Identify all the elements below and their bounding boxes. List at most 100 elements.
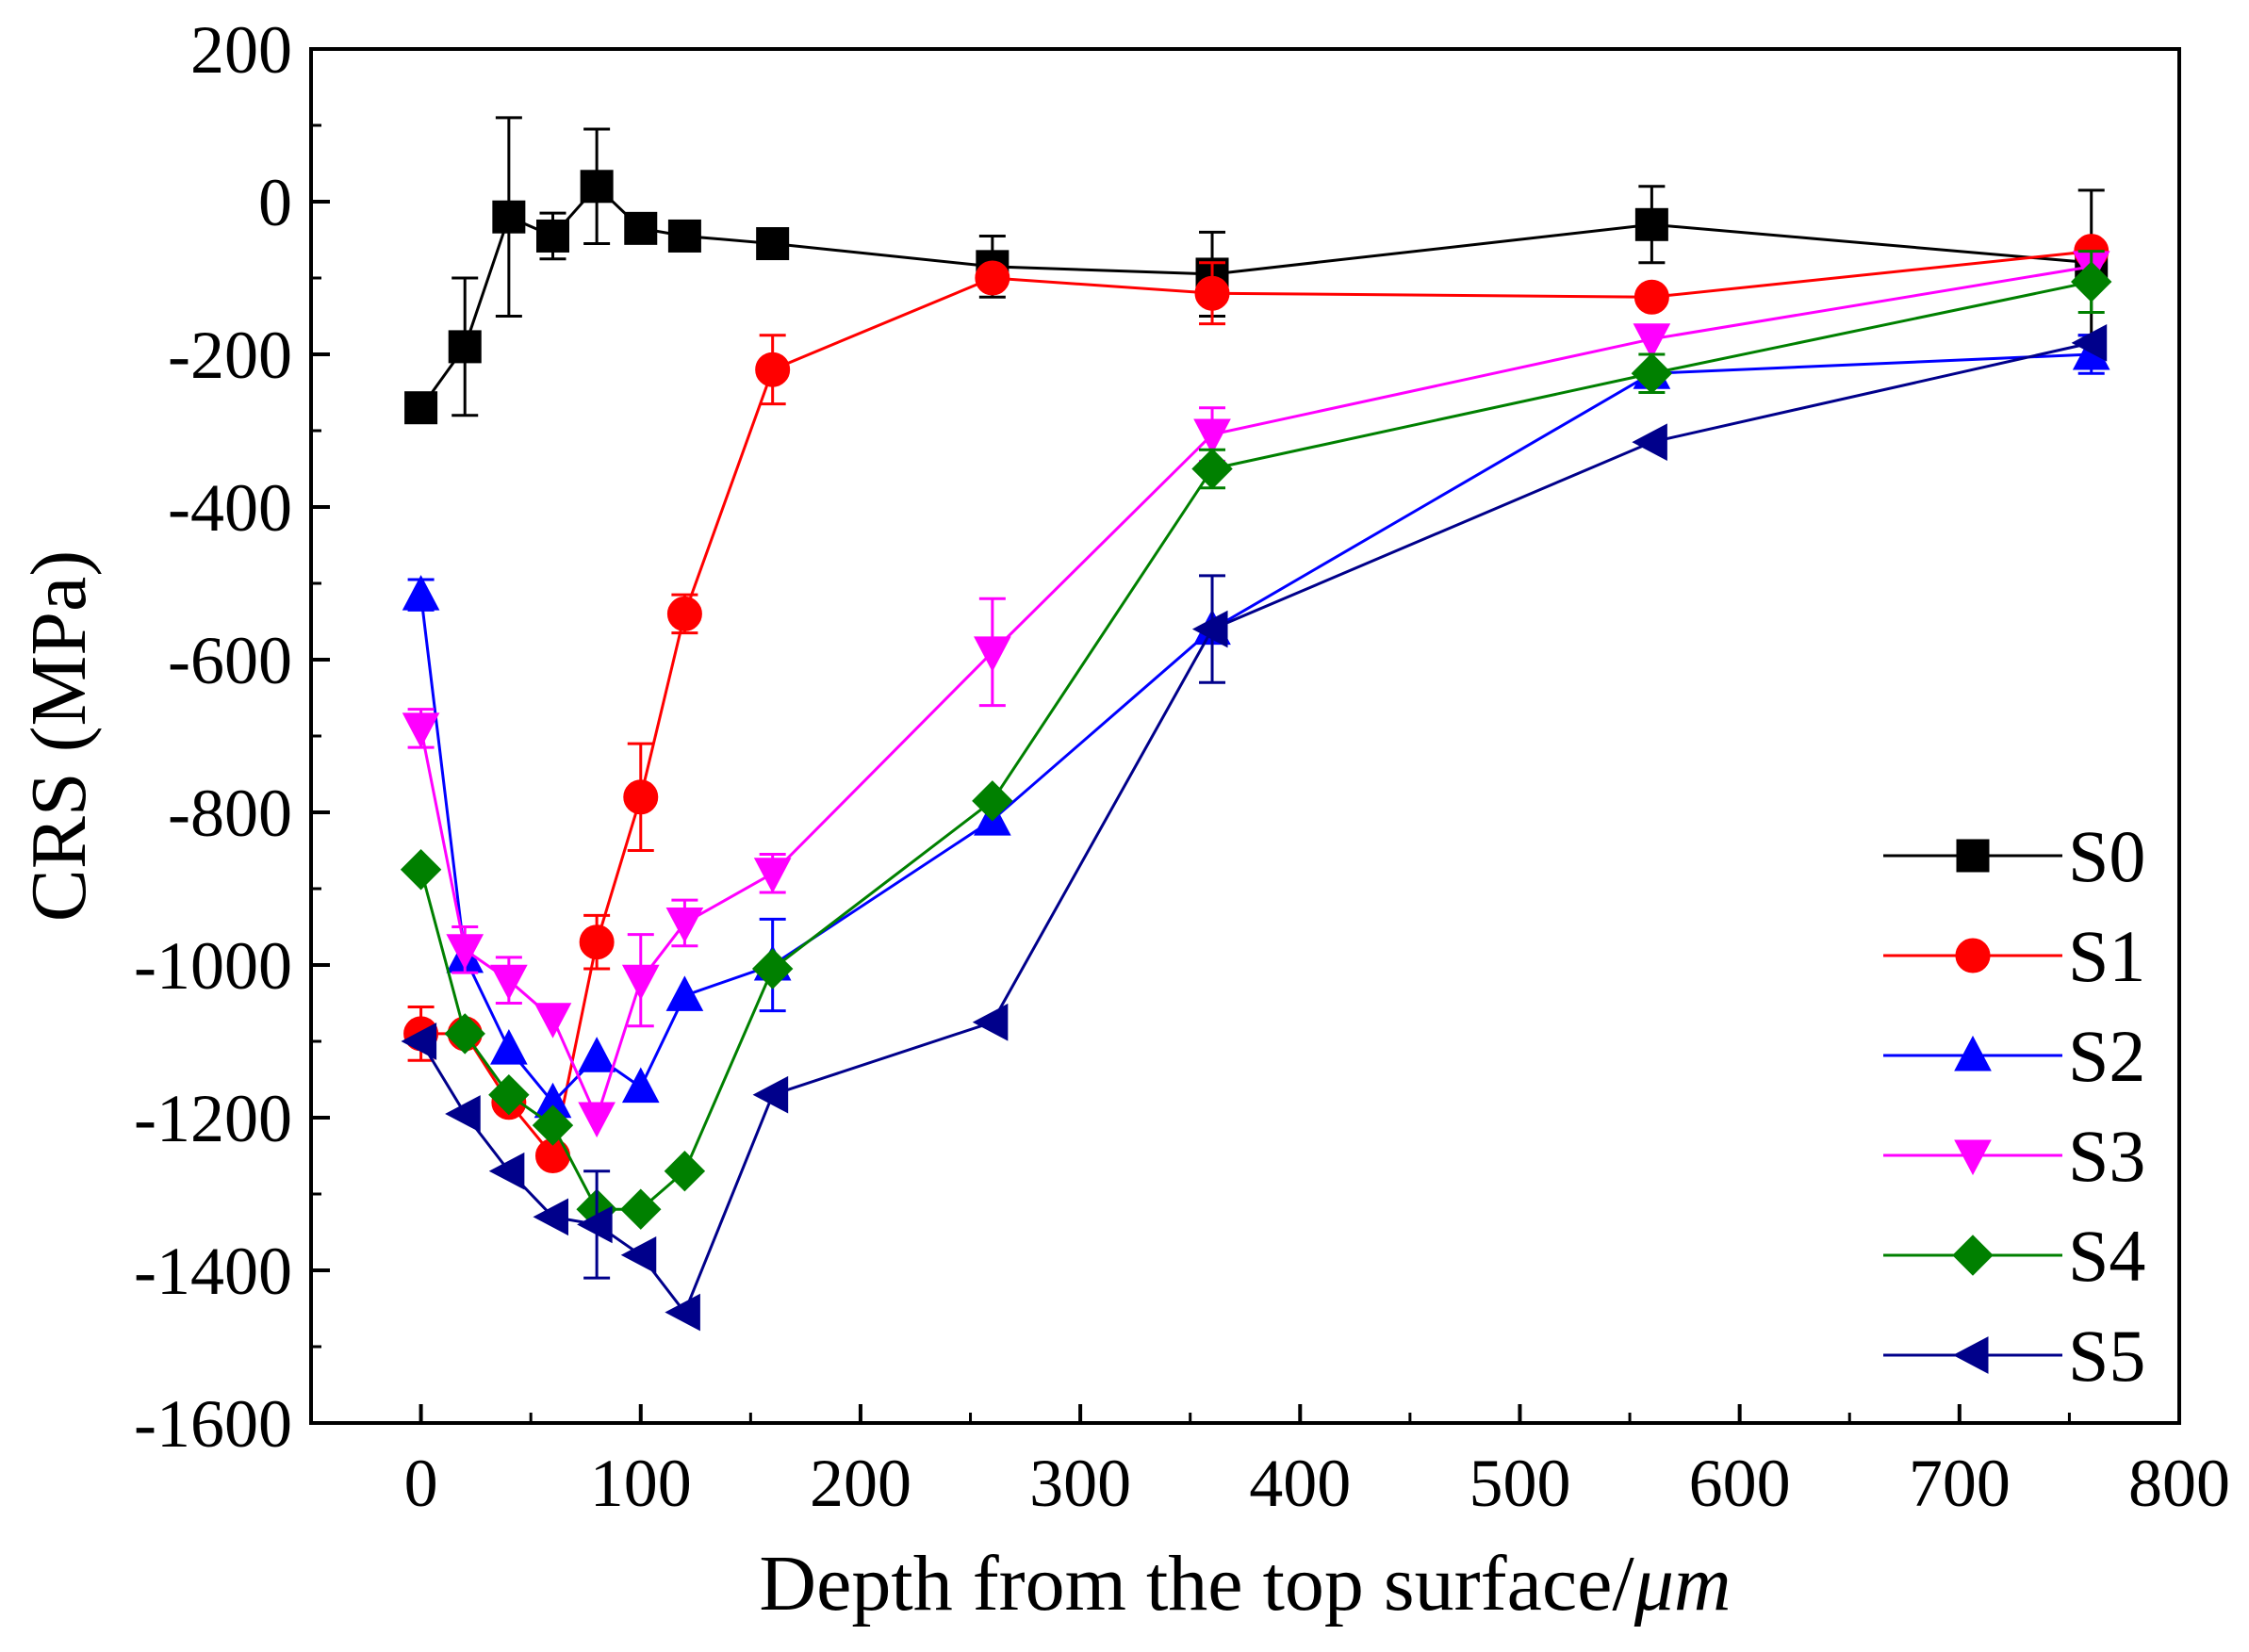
- data-point-s0: [580, 170, 614, 204]
- data-point-s2: [665, 975, 704, 1011]
- series-s0: [404, 116, 2109, 425]
- legend-marker-s0: [1956, 839, 1990, 873]
- data-point-s4: [751, 948, 794, 990]
- series-s3: [402, 251, 2110, 1138]
- data-point-s5: [577, 1205, 613, 1244]
- legend-item-s0: S0: [1883, 815, 2145, 897]
- x-axis-title: Depth from the top surface/μm: [759, 1540, 1731, 1627]
- data-point-s3: [665, 907, 704, 943]
- data-point-s1: [1633, 279, 1669, 315]
- x-tick-label: 300: [1029, 1446, 1131, 1521]
- y-tick-label: -400: [168, 470, 292, 546]
- legend-item-s3: S3: [1883, 1115, 2145, 1197]
- data-point-s0: [535, 219, 569, 253]
- x-tick-label: 800: [2128, 1446, 2230, 1521]
- y-tick-label: -600: [168, 623, 292, 698]
- legend-label-s3: S3: [2068, 1115, 2145, 1197]
- legend-label-s0: S0: [2068, 815, 2145, 897]
- data-point-s4: [2071, 261, 2112, 303]
- data-point-s4: [444, 1013, 485, 1055]
- data-point-s3: [621, 964, 660, 1001]
- data-point-s0: [1634, 207, 1668, 241]
- data-point-s1: [1194, 275, 1230, 311]
- data-point-s2: [621, 1067, 660, 1104]
- legend-label-s2: S2: [2068, 1015, 2145, 1097]
- data-point-s4: [664, 1150, 706, 1192]
- legend-marker-s2: [1954, 1035, 1992, 1071]
- x-tick-label: 0: [404, 1446, 438, 1521]
- series-s4: [400, 250, 2112, 1230]
- data-point-s3: [1633, 323, 1671, 359]
- data-point-s1: [666, 596, 702, 631]
- data-point-s5: [488, 1152, 525, 1190]
- series-line-s2: [419, 352, 2092, 1105]
- legend-label-s4: S4: [2068, 1215, 2145, 1297]
- data-point-s5: [620, 1235, 657, 1274]
- data-point-s0: [404, 391, 438, 425]
- x-tick-label: 600: [1689, 1446, 1791, 1521]
- data-point-s4: [1631, 352, 1673, 394]
- x-tick-label: 400: [1249, 1446, 1351, 1521]
- data-point-s3: [490, 964, 528, 1001]
- legend-marker-s1: [1955, 938, 1991, 973]
- data-point-s2: [402, 575, 440, 611]
- data-point-s0: [756, 227, 790, 261]
- x-axis: 0 100 200 300 400 500 600 700 800: [309, 1404, 2230, 1521]
- y-tick-label: -1400: [134, 1234, 292, 1309]
- data-point-s4: [400, 849, 442, 891]
- data-point-s3: [753, 858, 792, 893]
- y-tick-label: -200: [168, 318, 292, 393]
- data-point-s5: [752, 1075, 789, 1114]
- data-point-s0: [667, 219, 701, 253]
- legend-marker-s3: [1954, 1139, 1992, 1176]
- x-tick-label: 700: [1909, 1446, 2011, 1521]
- legend-item-s5: S5: [1883, 1315, 2145, 1397]
- legend-item-s2: S2: [1883, 1015, 2145, 1097]
- y-tick-label: 0: [258, 165, 292, 240]
- x-axis-title-unit: μm: [1633, 1540, 1732, 1627]
- data-point-s0: [448, 330, 482, 364]
- data-point-s3: [402, 712, 440, 748]
- data-point-s5: [533, 1198, 568, 1236]
- data-point-s4: [1191, 448, 1233, 490]
- series-line-s5: [419, 341, 2093, 1316]
- data-point-s2: [490, 1029, 528, 1065]
- data-point-s5: [445, 1095, 481, 1133]
- x-tick-label: 500: [1469, 1446, 1570, 1521]
- data-point-s1: [579, 924, 615, 960]
- y-tick-label: -1000: [134, 928, 292, 1004]
- data-point-s1: [755, 352, 791, 387]
- data-point-s4: [972, 780, 1013, 822]
- data-point-s2: [578, 1037, 616, 1072]
- data-point-s3: [1193, 418, 1231, 455]
- y-tick-label: 200: [190, 12, 292, 88]
- data-point-s3: [534, 1003, 572, 1039]
- data-point-s4: [532, 1104, 574, 1146]
- x-tick-label: 100: [590, 1446, 692, 1521]
- y-tick-label: -1600: [134, 1386, 292, 1462]
- series-s5: [401, 324, 2108, 1332]
- x-axis-title-text: Depth from the top surface/: [759, 1540, 1634, 1627]
- data-point-s4: [620, 1188, 662, 1230]
- data-point-s5: [1191, 610, 1228, 648]
- series-line-s4: [419, 280, 2093, 1211]
- data-point-s3: [446, 934, 484, 970]
- series-line-s0: [419, 184, 2092, 409]
- data-point-s5: [665, 1293, 700, 1332]
- data-point-s1: [975, 260, 1010, 296]
- data-point-s5: [2071, 324, 2108, 362]
- data-point-s5: [1632, 423, 1667, 461]
- legend-label-s1: S1: [2068, 915, 2145, 997]
- y-tick-label: -800: [168, 776, 292, 851]
- legend-item-s1: S1: [1883, 915, 2145, 997]
- x-tick-label: 200: [810, 1446, 911, 1521]
- data-point-s4: [488, 1073, 530, 1116]
- y-axis-title: CRS (MPa): [15, 550, 103, 922]
- data-point-s3: [974, 636, 1011, 672]
- data-point-s0: [624, 211, 658, 245]
- series-layer: [400, 116, 2112, 1332]
- data-point-s5: [972, 1003, 1009, 1041]
- y-tick-label: -1200: [134, 1081, 292, 1156]
